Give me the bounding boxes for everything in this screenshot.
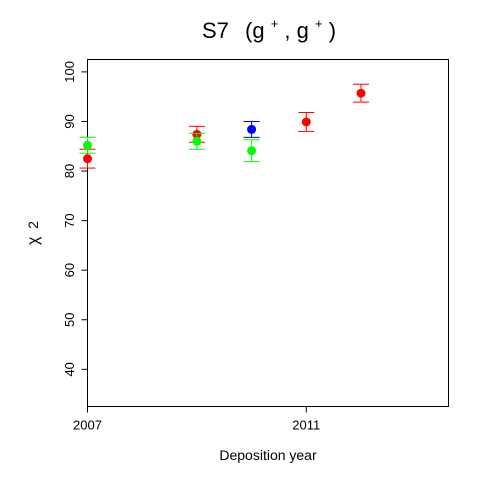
point-s1-1 (188, 132, 205, 150)
point-marker (83, 154, 92, 164)
chart-title-paren-open: (g (245, 18, 265, 43)
x-tick-label-2007: 2007 (73, 418, 102, 433)
y-tick-label-90: 90 (62, 114, 77, 128)
x-axis: 2007 2011 (73, 406, 320, 433)
point-marker (247, 146, 257, 156)
point-marker (356, 88, 366, 98)
y-tick-label-50: 50 (62, 313, 77, 327)
y-tick-label-100: 100 (62, 61, 77, 83)
y-tick-label-40: 40 (62, 362, 77, 376)
point-marker (83, 140, 92, 150)
point-s0-2 (298, 112, 315, 132)
chart-title-paren-close: ) (329, 18, 336, 43)
point-s0-3 (352, 83, 369, 103)
chart-title-sup1: + (271, 16, 279, 31)
y-axis-label-greek: χ (25, 236, 42, 245)
point-s1-2 (243, 139, 260, 163)
chart-title: S7 (g + , g + ) (202, 8, 336, 43)
chart-title-comma: , g (284, 18, 308, 43)
point-marker (247, 124, 257, 134)
y-axis-label: χ 2 (25, 221, 42, 245)
y-tick-label-80: 80 (62, 164, 77, 178)
plot-frame (87, 59, 449, 407)
point-s2-0 (243, 120, 260, 138)
chart-title-main: S7 (202, 18, 229, 43)
y-axis: 40 50 60 70 80 90 100 (62, 61, 88, 377)
x-tick-label-2011: 2011 (292, 418, 320, 433)
y-axis-label-num: 2 (25, 221, 41, 229)
y-tick-label-70: 70 (62, 213, 77, 227)
point-s1-0 (79, 136, 96, 154)
point-marker (301, 117, 311, 127)
point-marker (192, 136, 202, 146)
chart-title-sup2: + (315, 16, 323, 31)
data-points (79, 83, 369, 169)
y-tick-label-60: 60 (62, 263, 77, 277)
x-axis-label: Deposition year (219, 447, 317, 463)
